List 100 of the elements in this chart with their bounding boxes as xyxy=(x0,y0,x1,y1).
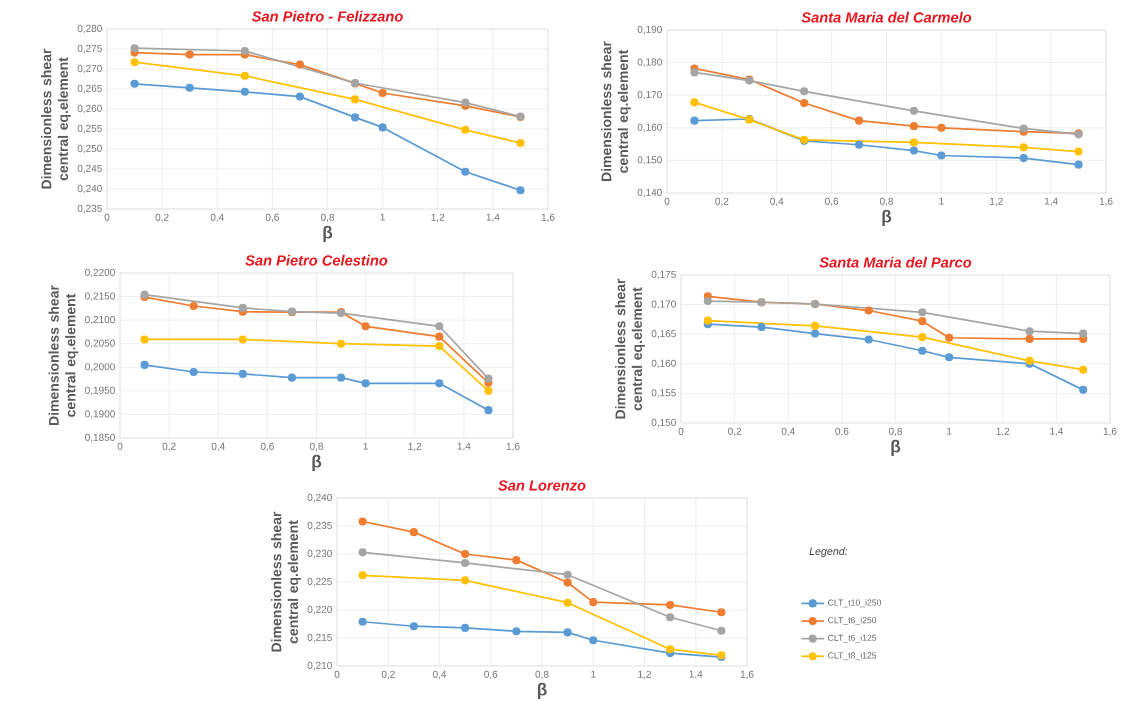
x-tick-label: 0,6 xyxy=(825,197,839,206)
x-axis-title: β xyxy=(323,225,333,242)
y-tick-label: 0,180 xyxy=(637,58,662,67)
x-tick-label: 0 xyxy=(104,213,110,221)
y-tick-label: 0,225 xyxy=(307,577,332,587)
x-tick-label: 1,6 xyxy=(541,213,555,222)
y-tick-label: 0,160 xyxy=(651,359,676,368)
x-tick-label: 0,4 xyxy=(781,427,795,436)
x-tick-label: 1,2 xyxy=(431,213,445,222)
x-tick-label: 1,4 xyxy=(689,670,703,679)
x-tick-label: 1,2 xyxy=(408,442,422,451)
y-tick-label: 0,210 xyxy=(307,661,332,671)
x-tick-label: 1,2 xyxy=(638,670,651,679)
y-tick-label: 0,2000 xyxy=(85,363,115,372)
y-tick-label: 0,170 xyxy=(651,300,676,309)
y-tick-label: 0,2100 xyxy=(85,316,115,325)
y-tick-label: 0,170 xyxy=(637,91,662,100)
x-tick-label: 1 xyxy=(939,197,944,205)
x-axis-title: β xyxy=(891,439,901,456)
x-tick-label: 1,4 xyxy=(1050,427,1064,436)
y-axis-title: Dimensionless shear central eq.element xyxy=(601,41,631,181)
y-tick-label: 0,150 xyxy=(651,418,676,428)
x-tick-label: 1,6 xyxy=(1099,197,1113,206)
chart-title: San Pietro - Felizzano xyxy=(251,10,403,22)
x-tick-label: 0 xyxy=(117,442,123,450)
legend-title: Legend: xyxy=(809,547,848,558)
x-axis-title: β xyxy=(312,454,322,471)
y-tick-label: 0,215 xyxy=(307,633,332,643)
x-tick-label: 0,2 xyxy=(155,213,169,222)
x-tick-label: 0,8 xyxy=(879,197,894,206)
y-tick-label: 0,2200 xyxy=(85,268,115,278)
x-tick-label: 0,2 xyxy=(162,442,176,451)
x-tick-label: 0,8 xyxy=(888,427,903,436)
x-tick-label: 0,6 xyxy=(265,213,279,222)
y-tick-label: 0,140 xyxy=(637,188,662,198)
x-tick-label: 0,4 xyxy=(770,197,784,206)
legend-label: CLT_t6_i125 xyxy=(828,634,877,643)
y-tick-label: 0,230 xyxy=(307,549,332,559)
legend-label: CLT_t6_i250 xyxy=(828,616,877,625)
x-tick-label: 1,2 xyxy=(990,197,1003,206)
y-tick-label: 0,1950 xyxy=(85,386,115,395)
x-tick-label: 0,2 xyxy=(381,670,395,679)
x-tick-label: 1,4 xyxy=(1044,197,1058,206)
x-tick-label: 1,4 xyxy=(457,442,471,451)
y-tick-label: 0,240 xyxy=(307,493,332,503)
x-tick-label: 1,6 xyxy=(506,442,520,451)
y-tick-label: 0,155 xyxy=(651,389,676,398)
x-tick-label: 0,6 xyxy=(484,670,498,679)
legend-label: CLT_t8_i125 xyxy=(828,652,877,661)
y-tick-label: 0,2050 xyxy=(85,339,115,348)
x-tick-label: 1 xyxy=(591,670,596,678)
y-tick-label: 0,220 xyxy=(307,605,332,615)
x-axis-title: β xyxy=(882,209,892,226)
y-tick-label: 0,235 xyxy=(307,521,332,531)
y-tick-label: 0,235 xyxy=(77,204,102,214)
y-tick-label: 0,280 xyxy=(77,24,102,34)
x-tick-label: 1,4 xyxy=(486,213,500,222)
chart-title: San Pietro Celestino xyxy=(245,254,388,266)
x-tick-label: 0,8 xyxy=(309,442,324,451)
x-tick-label: 0 xyxy=(664,197,670,205)
x-tick-label: 0,4 xyxy=(432,670,447,679)
y-tick-label: 0,175 xyxy=(651,270,676,280)
legend-label: CLT_t10_i250 xyxy=(828,599,882,608)
x-tick-label: 1 xyxy=(380,213,385,221)
x-tick-label: 0 xyxy=(678,427,684,435)
x-tick-label: 0 xyxy=(334,670,340,678)
y-tick-label: 0,2150 xyxy=(85,292,115,301)
y-tick-label: 0,150 xyxy=(637,156,662,165)
y-tick-label: 0,255 xyxy=(77,124,102,134)
y-axis-title: Dimensionless shear central eq.element xyxy=(271,511,301,652)
x-tick-label: 0,4 xyxy=(210,213,224,222)
y-tick-label: 0,250 xyxy=(77,144,102,154)
x-tick-label: 0,8 xyxy=(535,670,549,679)
chart-title: Santa Maria del Parco xyxy=(819,256,972,268)
x-tick-label: 0,8 xyxy=(320,213,335,222)
y-axis-title: Dimensionless shear central eq.element xyxy=(615,278,645,419)
x-tick-label: 1,6 xyxy=(740,670,754,679)
x-tick-label: 0,6 xyxy=(835,427,849,436)
chart-title: San Lorenzo xyxy=(498,480,586,491)
y-tick-label: 0,265 xyxy=(77,84,102,94)
x-tick-label: 1,6 xyxy=(1103,427,1117,436)
x-tick-label: 1 xyxy=(947,427,952,435)
x-tick-label: 0,2 xyxy=(715,197,729,206)
y-tick-label: 0,1900 xyxy=(85,410,115,419)
y-axis-title: Dimensionless shear central eq.element xyxy=(41,48,71,189)
x-tick-label: 0,6 xyxy=(260,442,274,451)
y-axis-title: Dimensionless shear central eq.element xyxy=(48,285,79,425)
x-tick-label: 0,4 xyxy=(211,442,225,451)
y-tick-label: 0,165 xyxy=(651,330,676,339)
y-tick-label: 0,1850 xyxy=(85,433,115,443)
x-axis-title: β xyxy=(537,682,547,699)
x-tick-label: 1 xyxy=(363,442,368,450)
y-tick-label: 0,160 xyxy=(637,123,662,132)
y-tick-label: 0,240 xyxy=(77,184,102,194)
y-tick-label: 0,275 xyxy=(77,44,102,54)
chart-title: Santa Maria del Carmelo xyxy=(801,11,972,23)
y-tick-label: 0,245 xyxy=(77,164,102,174)
x-tick-label: 0,2 xyxy=(728,427,742,436)
y-tick-label: 0,270 xyxy=(77,64,102,74)
y-tick-label: 0,190 xyxy=(637,25,662,35)
